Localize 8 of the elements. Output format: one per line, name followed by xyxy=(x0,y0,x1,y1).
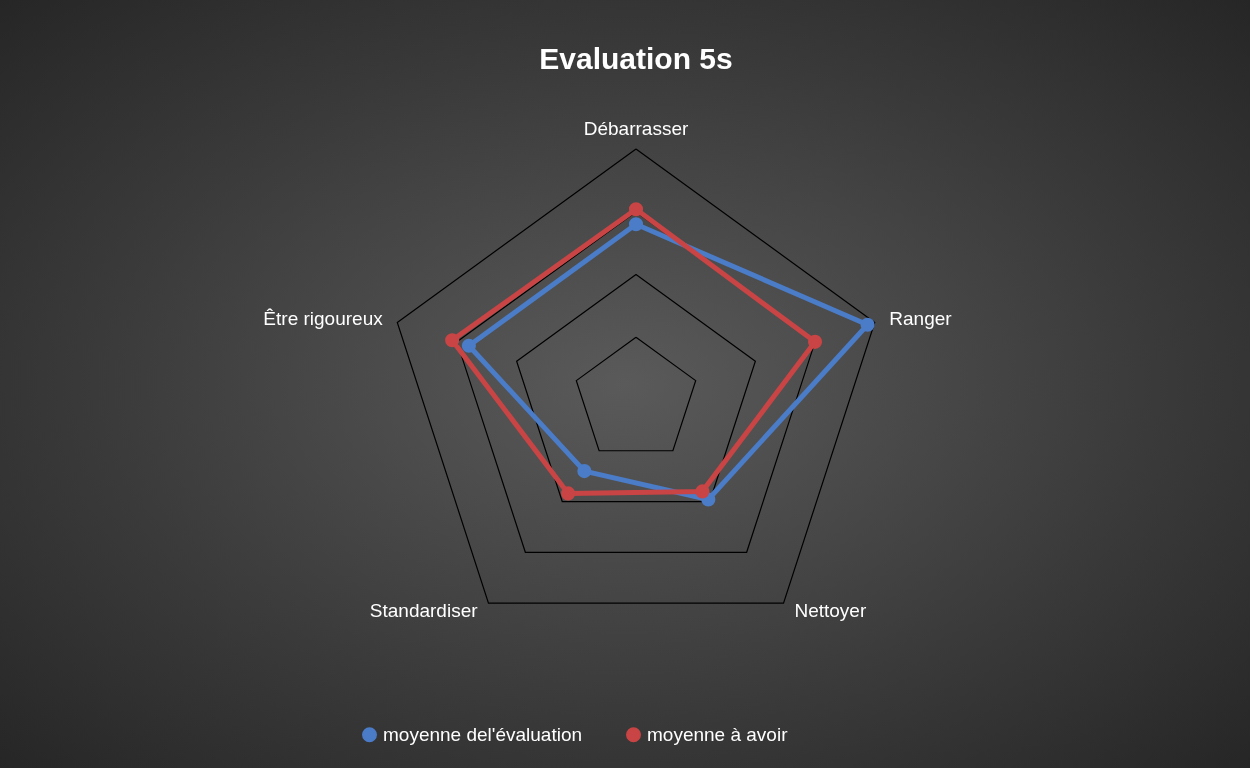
legend-label: moyenne à avoir xyxy=(647,723,789,745)
chart-title: Evaluation 5s xyxy=(539,42,733,75)
spoke-label: Débarrasser xyxy=(583,117,689,139)
spoke-label: Ranger xyxy=(889,308,953,330)
legend-label: moyenne del'évaluation xyxy=(383,723,583,745)
spoke-label: Nettoyer xyxy=(794,600,867,622)
spoke-label: Standardiser xyxy=(369,600,479,622)
spoke-label: Être rigoureux xyxy=(263,308,384,330)
